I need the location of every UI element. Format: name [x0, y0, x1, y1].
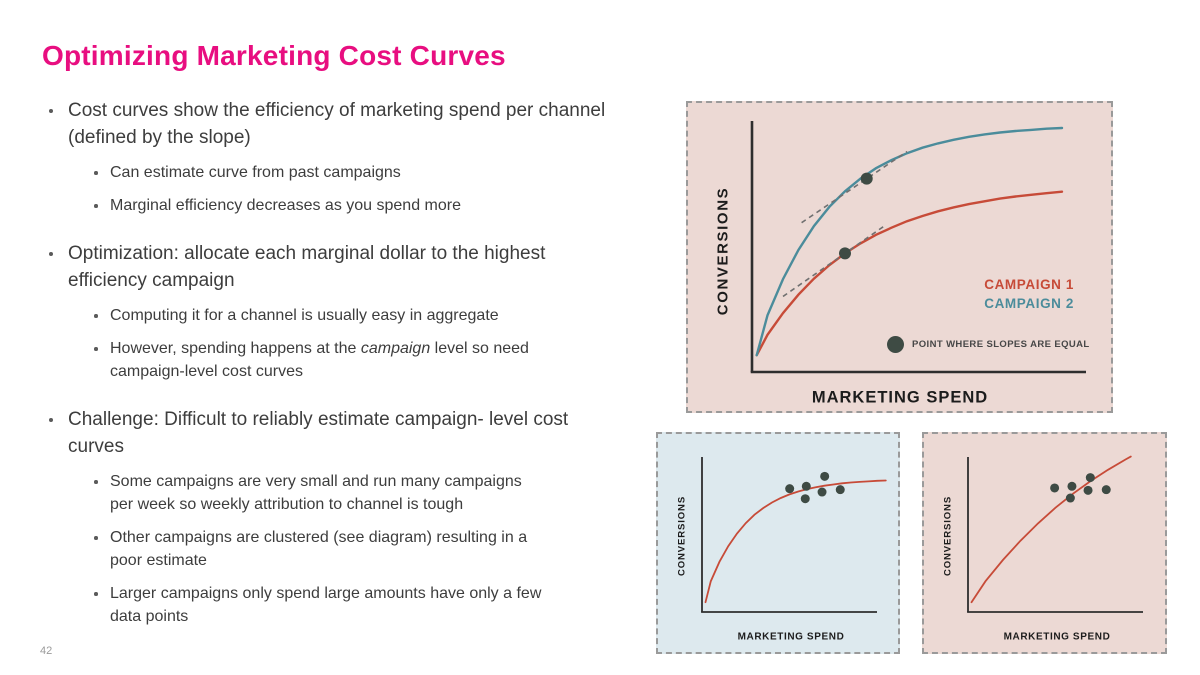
bullet-item: Optimization: allocate each marginal dol… [42, 240, 660, 294]
sub-bullet-text: Larger campaigns only spend large amount… [110, 585, 542, 625]
sub-bullet-text: Some campaigns are very small and run ma… [110, 473, 522, 513]
slope-point-icon [887, 336, 904, 353]
sub-bullet-item: Computing it for a channel is usually ea… [88, 304, 660, 327]
bullet-list: Cost curves show the efficiency of marke… [42, 97, 660, 651]
x-axis-label: MARKETING SPEND [811, 388, 989, 407]
y-axis-label: CONVERSIONS [714, 186, 732, 316]
bullet-text: Cost curves show the efficiency of marke… [68, 100, 606, 148]
bullet-icon [88, 526, 110, 572]
x-axis-label: MARKETING SPEND [737, 631, 845, 643]
equal-slopes-note: POINT WHERE SLOPES ARE EQUAL [887, 336, 1090, 353]
bullet-item: Challenge: Difficult to reliably estimat… [42, 406, 660, 460]
clustered-campaign-chart-pink: CONVERSIONS MARKETING SPEND [922, 432, 1167, 654]
bullet-icon [88, 194, 110, 217]
x-axis-label: MARKETING SPEND [1003, 631, 1111, 643]
sub-bullet-item: Other campaigns are clustered (see diagr… [88, 526, 660, 572]
equal-slopes-note-text: POINT WHERE SLOPES ARE EQUAL [912, 339, 1090, 350]
bullet-icon [42, 97, 68, 151]
bullet-text: Optimization: allocate each marginal dol… [68, 243, 546, 291]
legend-campaign2-label: CAMPAIGN 2 [984, 296, 1074, 311]
bullet-icon [88, 304, 110, 327]
y-axis-label: CONVERSIONS [676, 495, 688, 577]
sub-bullet-item: Marginal efficiency decreases as you spe… [88, 194, 660, 217]
sub-bullet-text-post: level so need campaign-level cost curves [110, 340, 529, 380]
chart-legend: CAMPAIGN 1 CAMPAIGN 2 [984, 275, 1074, 313]
chart-canvas [701, 457, 887, 613]
sub-bullet-text: However, spending happens at the campaig… [110, 337, 547, 383]
sub-bullet-item: Can estimate curve from past campaigns [88, 161, 660, 184]
bullet-item: Cost curves show the efficiency of marke… [42, 97, 660, 151]
bullet-icon [42, 406, 68, 460]
bullet-icon [88, 161, 110, 184]
bullet-text: Challenge: Difficult to reliably estimat… [68, 409, 569, 457]
bullet-group-optimization: Optimization: allocate each marginal dol… [42, 240, 660, 383]
sub-bullet-text-italic: campaign [360, 340, 431, 357]
chart-canvas [967, 455, 1143, 613]
bullet-icon [88, 470, 110, 516]
sub-bullet-text: Marginal efficiency decreases as you spe… [110, 197, 461, 214]
sub-bullet-text: Other campaigns are clustered (see diagr… [110, 529, 528, 569]
cost-curve-comparison-chart: CONVERSIONS MARKETING SPEND CAMPAIGN 1 C… [686, 101, 1113, 413]
sub-bullet-item: However, spending happens at the campaig… [88, 337, 660, 383]
bullet-icon [88, 337, 110, 383]
y-axis-label: CONVERSIONS [942, 495, 954, 577]
bullet-icon [42, 240, 68, 294]
sub-bullet-text-pre: However, spending happens at the [110, 340, 361, 357]
bullet-group-cost-curves: Cost curves show the efficiency of marke… [42, 97, 660, 217]
sub-bullet-text: Can estimate curve from past campaigns [110, 164, 401, 181]
chart-canvas [750, 121, 1086, 374]
sub-bullet-text: Computing it for a channel is usually ea… [110, 307, 499, 324]
clustered-campaign-chart-blue: CONVERSIONS MARKETING SPEND [656, 432, 900, 654]
bullet-icon [88, 582, 110, 628]
sub-bullet-item: Larger campaigns only spend large amount… [88, 582, 660, 628]
legend-campaign1-label: CAMPAIGN 1 [984, 277, 1074, 292]
page-number: 42 [40, 645, 53, 657]
page-title: Optimizing Marketing Cost Curves [42, 40, 506, 71]
bullet-group-challenge: Challenge: Difficult to reliably estimat… [42, 406, 660, 628]
sub-bullet-item: Some campaigns are very small and run ma… [88, 470, 660, 516]
